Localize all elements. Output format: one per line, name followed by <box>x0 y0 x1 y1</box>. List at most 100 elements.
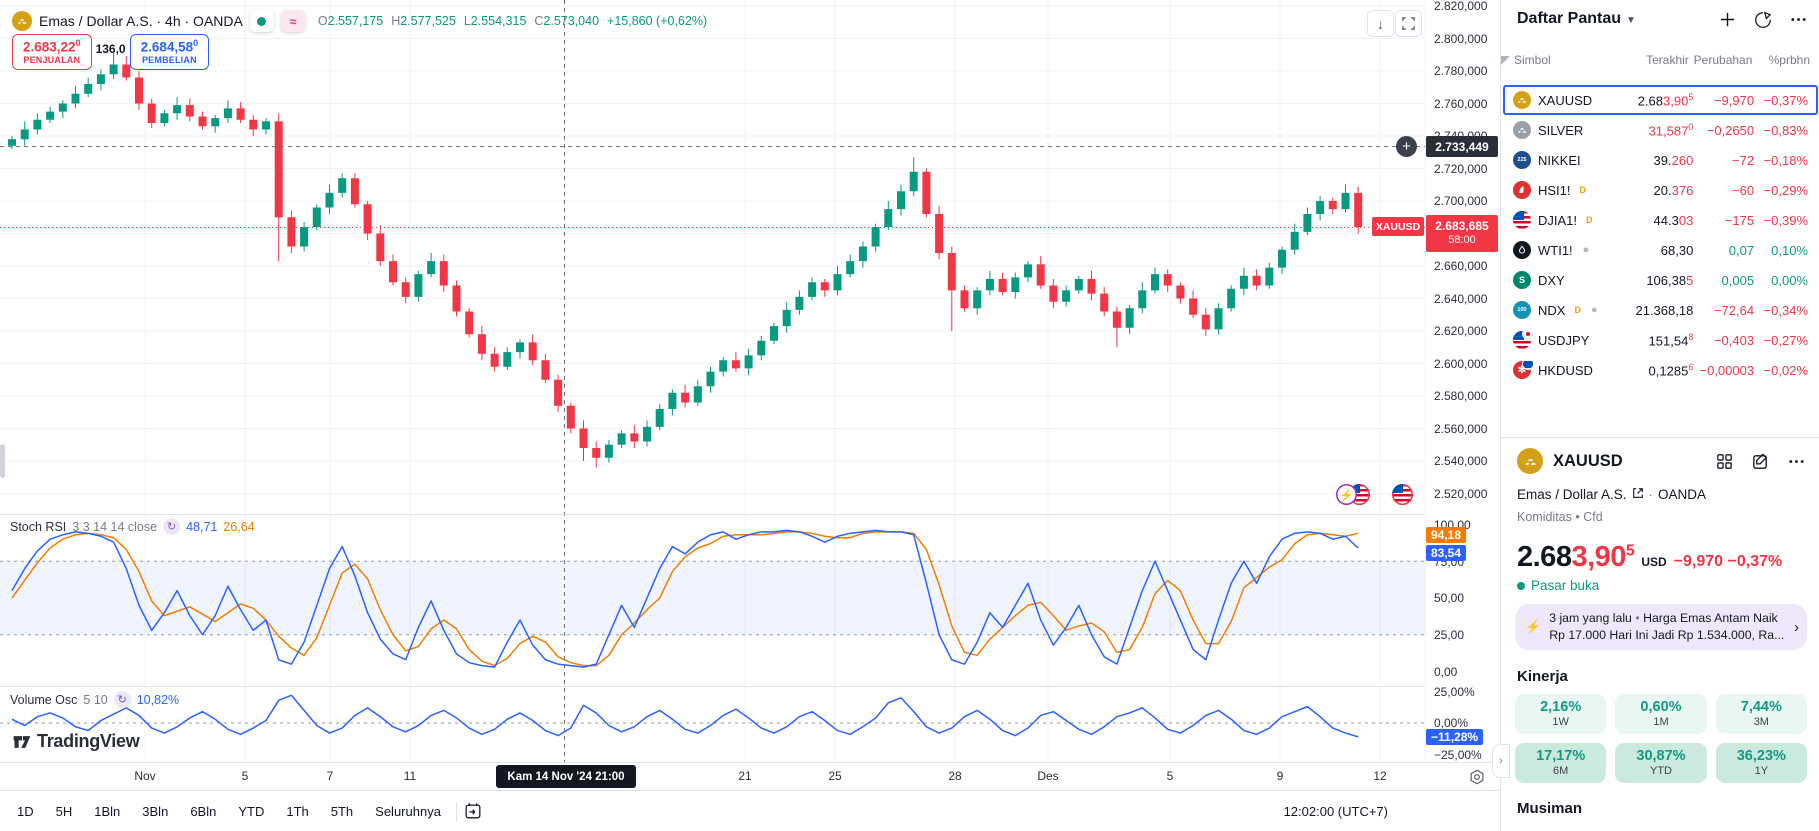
market-status: Pasar buka <box>1517 578 1599 593</box>
detail-name[interactable]: Emas / Dollar A.S. <box>1517 487 1627 502</box>
watchlist-row-djia1[interactable]: DJIA1! D 44.303 −175 −0,39% <box>1503 205 1818 235</box>
watchlist-symbol[interactable]: WTI1! <box>1538 242 1573 258</box>
more-options-icon[interactable] <box>1789 10 1808 30</box>
watchlist-symbol[interactable]: HKDUSD <box>1538 362 1593 378</box>
watchlist-symbol[interactable]: XAUUSD <box>1538 92 1593 108</box>
detail-price-row: 2.683,905 USD −9,970 −0,37% <box>1517 541 1783 573</box>
watchlist-row-usdjpy[interactable]: USDJPY 151,548 −0,403 −0,27% <box>1503 325 1818 355</box>
watchlist-column-headers[interactable]: Simbol Terakhir Perubahan %prbhn <box>1501 48 1819 72</box>
trade-buttons: 2.683,220 PENJUALAN 136,0 2.684,580 PEMB… <box>12 34 210 71</box>
layout-grid-icon[interactable] <box>1715 452 1734 476</box>
crosshair-add-alert-icon[interactable]: + <box>1396 136 1417 157</box>
price-tick: 2.780,000 <box>1434 64 1488 78</box>
economic-event-bolt-icon[interactable]: ⚡ <box>1336 484 1357 505</box>
time-tick: 28 <box>948 769 962 783</box>
watchlist-title[interactable]: Daftar Pantau ▼ <box>1517 10 1636 27</box>
watchlist-row-nikkei[interactable]: 225 NIKKEI 39.260 −72 −0,18% <box>1503 145 1818 175</box>
time-tick: 12 <box>1373 769 1387 783</box>
watchlist-symbol[interactable]: DJIA1! <box>1538 212 1578 228</box>
external-link-icon[interactable] <box>1632 487 1644 502</box>
session-clock[interactable]: 12:02:00 (UTC+7) <box>1283 804 1388 819</box>
time-axis[interactable]: Kam 14 Nov '24 21:00 Nov 5 7 11 21 25 28 Des 5 9 1… <box>0 762 1500 791</box>
range-button-6bln[interactable]: 6Bln <box>190 804 217 819</box>
watchlist-row-silver[interactable]: SILVER 31,5870 −0,2650 −0,83% <box>1503 115 1818 145</box>
detail-symbol[interactable]: XAUUSD <box>1553 451 1623 470</box>
indicator-reload-icon[interactable]: ↻ <box>113 691 131 708</box>
last-price-cell: 151,548 <box>1648 331 1694 349</box>
more-options-icon[interactable] <box>1787 452 1806 476</box>
indicator-scale-tick: 25,00 <box>1434 628 1465 642</box>
price-tick: 2.620,000 <box>1434 324 1488 338</box>
tradingview-logo[interactable]: TradingView <box>12 731 140 752</box>
watchlist-row-hsi1[interactable]: HSI1! D 20.376 −60 −0,29% <box>1503 175 1818 205</box>
time-tick: 7 <box>326 769 334 783</box>
sector-donut-icon[interactable] <box>1753 10 1773 30</box>
range-button-1bln[interactable]: 1Bln <box>94 804 121 819</box>
ohlc-values: O2.557,175 H2.577,525 L2.554,315 C2.573,… <box>317 14 708 28</box>
stoch-k-badge: 83,54 <box>1426 545 1467 561</box>
price-axis[interactable]: 2.820,0002.800,0002.780,0002.760,0002.74… <box>1425 0 1500 762</box>
performance-tile-1m: 0,60% 1M <box>1615 694 1707 734</box>
range-button-ytd[interactable]: YTD <box>238 804 265 819</box>
volume-osc-legend[interactable]: Volume Osc 5 10 ↻ 10,82% <box>10 691 180 708</box>
detail-exchange: OANDA <box>1658 487 1707 502</box>
last-price-cell: 0,12856 <box>1648 361 1694 379</box>
time-tick: 11 <box>403 769 417 783</box>
performance-tile-ytd: 30,87% YTD <box>1615 743 1707 783</box>
performance-title: Kinerja <box>1517 668 1568 685</box>
watchlist-symbol[interactable]: NDX <box>1538 302 1566 318</box>
watchlist-symbol[interactable]: DXY <box>1538 272 1565 288</box>
add-symbol-icon[interactable] <box>1718 10 1737 30</box>
price-tick: 2.540,000 <box>1434 454 1488 468</box>
range-button-5h[interactable]: 5H <box>55 804 73 819</box>
go-to-date-icon[interactable] <box>463 801 485 823</box>
market-open-dot-icon[interactable] <box>249 10 274 32</box>
last-price-cell: 20.376 <box>1653 182 1694 198</box>
watchlist-symbol[interactable]: SILVER <box>1538 122 1584 138</box>
percent-change-cell: 0,10% <box>1771 242 1808 258</box>
oil-drop-icon <box>1513 241 1531 259</box>
chevron-down-icon: ▼ <box>1626 14 1636 26</box>
compose-note-icon[interactable] <box>1751 452 1770 476</box>
fullscreen-button[interactable] <box>1395 10 1422 37</box>
buy-button[interactable]: 2.684,580 PEMBELIAN <box>129 34 210 71</box>
gold-symbol-icon <box>1517 448 1543 474</box>
watchlist-row-wti1[interactable]: WTI1! ● 68,30 0,07 0,10% <box>1503 235 1818 265</box>
watchlist-symbol[interactable]: USDJPY <box>1538 332 1590 348</box>
range-button-1th[interactable]: 1Th <box>286 804 309 819</box>
crosshair-price-label: 2.733,449 <box>1426 136 1498 157</box>
symbol-title[interactable]: Emas / Dollar A.S. · 4h · OANDA <box>39 13 243 29</box>
gold-symbol-icon <box>12 11 32 31</box>
delayed-data-flag: D <box>1579 185 1587 195</box>
stoch-rsi-legend[interactable]: Stoch RSI 3 3 14 14 close ↻ 48,71 26,64 <box>10 518 255 535</box>
market-closed-dot-icon: ● <box>1590 304 1598 316</box>
pane-separator[interactable] <box>0 514 1500 515</box>
us-economic-event-icon[interactable] <box>1392 484 1413 505</box>
price-chart-canvas[interactable] <box>0 0 1425 762</box>
sidebar-collapse-handle[interactable]: › <box>1492 744 1510 778</box>
scale-settings-icon[interactable] <box>1468 768 1488 786</box>
range-button-3bln[interactable]: 3Bln <box>142 804 169 819</box>
scroll-to-latest-button[interactable]: ↓ <box>1367 10 1394 37</box>
connection-wave-icon[interactable]: ≈ <box>280 10 305 32</box>
price-tick: 2.560,000 <box>1434 421 1488 436</box>
indicator-reload-icon[interactable]: ↻ <box>163 518 181 535</box>
percent-change-cell: −0,37% <box>1763 92 1808 108</box>
nasdaq-100-icon: 100 <box>1513 301 1531 319</box>
time-tick: Nov <box>134 769 156 783</box>
watchlist-row-dxy[interactable]: S DXY 106,385 0,005 0,00% <box>1503 265 1818 295</box>
watchlist-sidebar: › Daftar Pantau ▼ Simbol Terakhir Perubah… <box>1492 0 1819 831</box>
range-button-5th[interactable]: 5Th <box>330 804 354 819</box>
watchlist-symbol[interactable]: HSI1! <box>1538 182 1571 198</box>
watchlist-row-xauusd[interactable]: XAUUSD 2.683,905 −9,970 −0,37% <box>1503 85 1818 115</box>
watchlist-row-ndx[interactable]: 100 NDX D ● 21.368,18 −72,64 −0,34% <box>1503 295 1818 325</box>
news-headline-pill[interactable]: ⚡ 3 jam yang lalu • Harga Emas Antam Nai… <box>1515 604 1807 650</box>
pane-resize-handle[interactable] <box>0 444 5 478</box>
watchlist-symbol[interactable]: NIKKEI <box>1538 152 1581 168</box>
pane-separator[interactable] <box>0 686 1500 687</box>
sell-button[interactable]: 2.683,220 PENJUALAN <box>12 34 92 71</box>
change-cell: −0,00003 <box>1699 362 1755 378</box>
range-button-seluruhnya[interactable]: Seluruhnya <box>375 804 441 819</box>
watchlist-row-hkdusd[interactable]: ✻ HKDUSD 0,12856 −0,00003 −0,02% <box>1503 355 1818 385</box>
range-button-1d[interactable]: 1D <box>17 804 34 819</box>
